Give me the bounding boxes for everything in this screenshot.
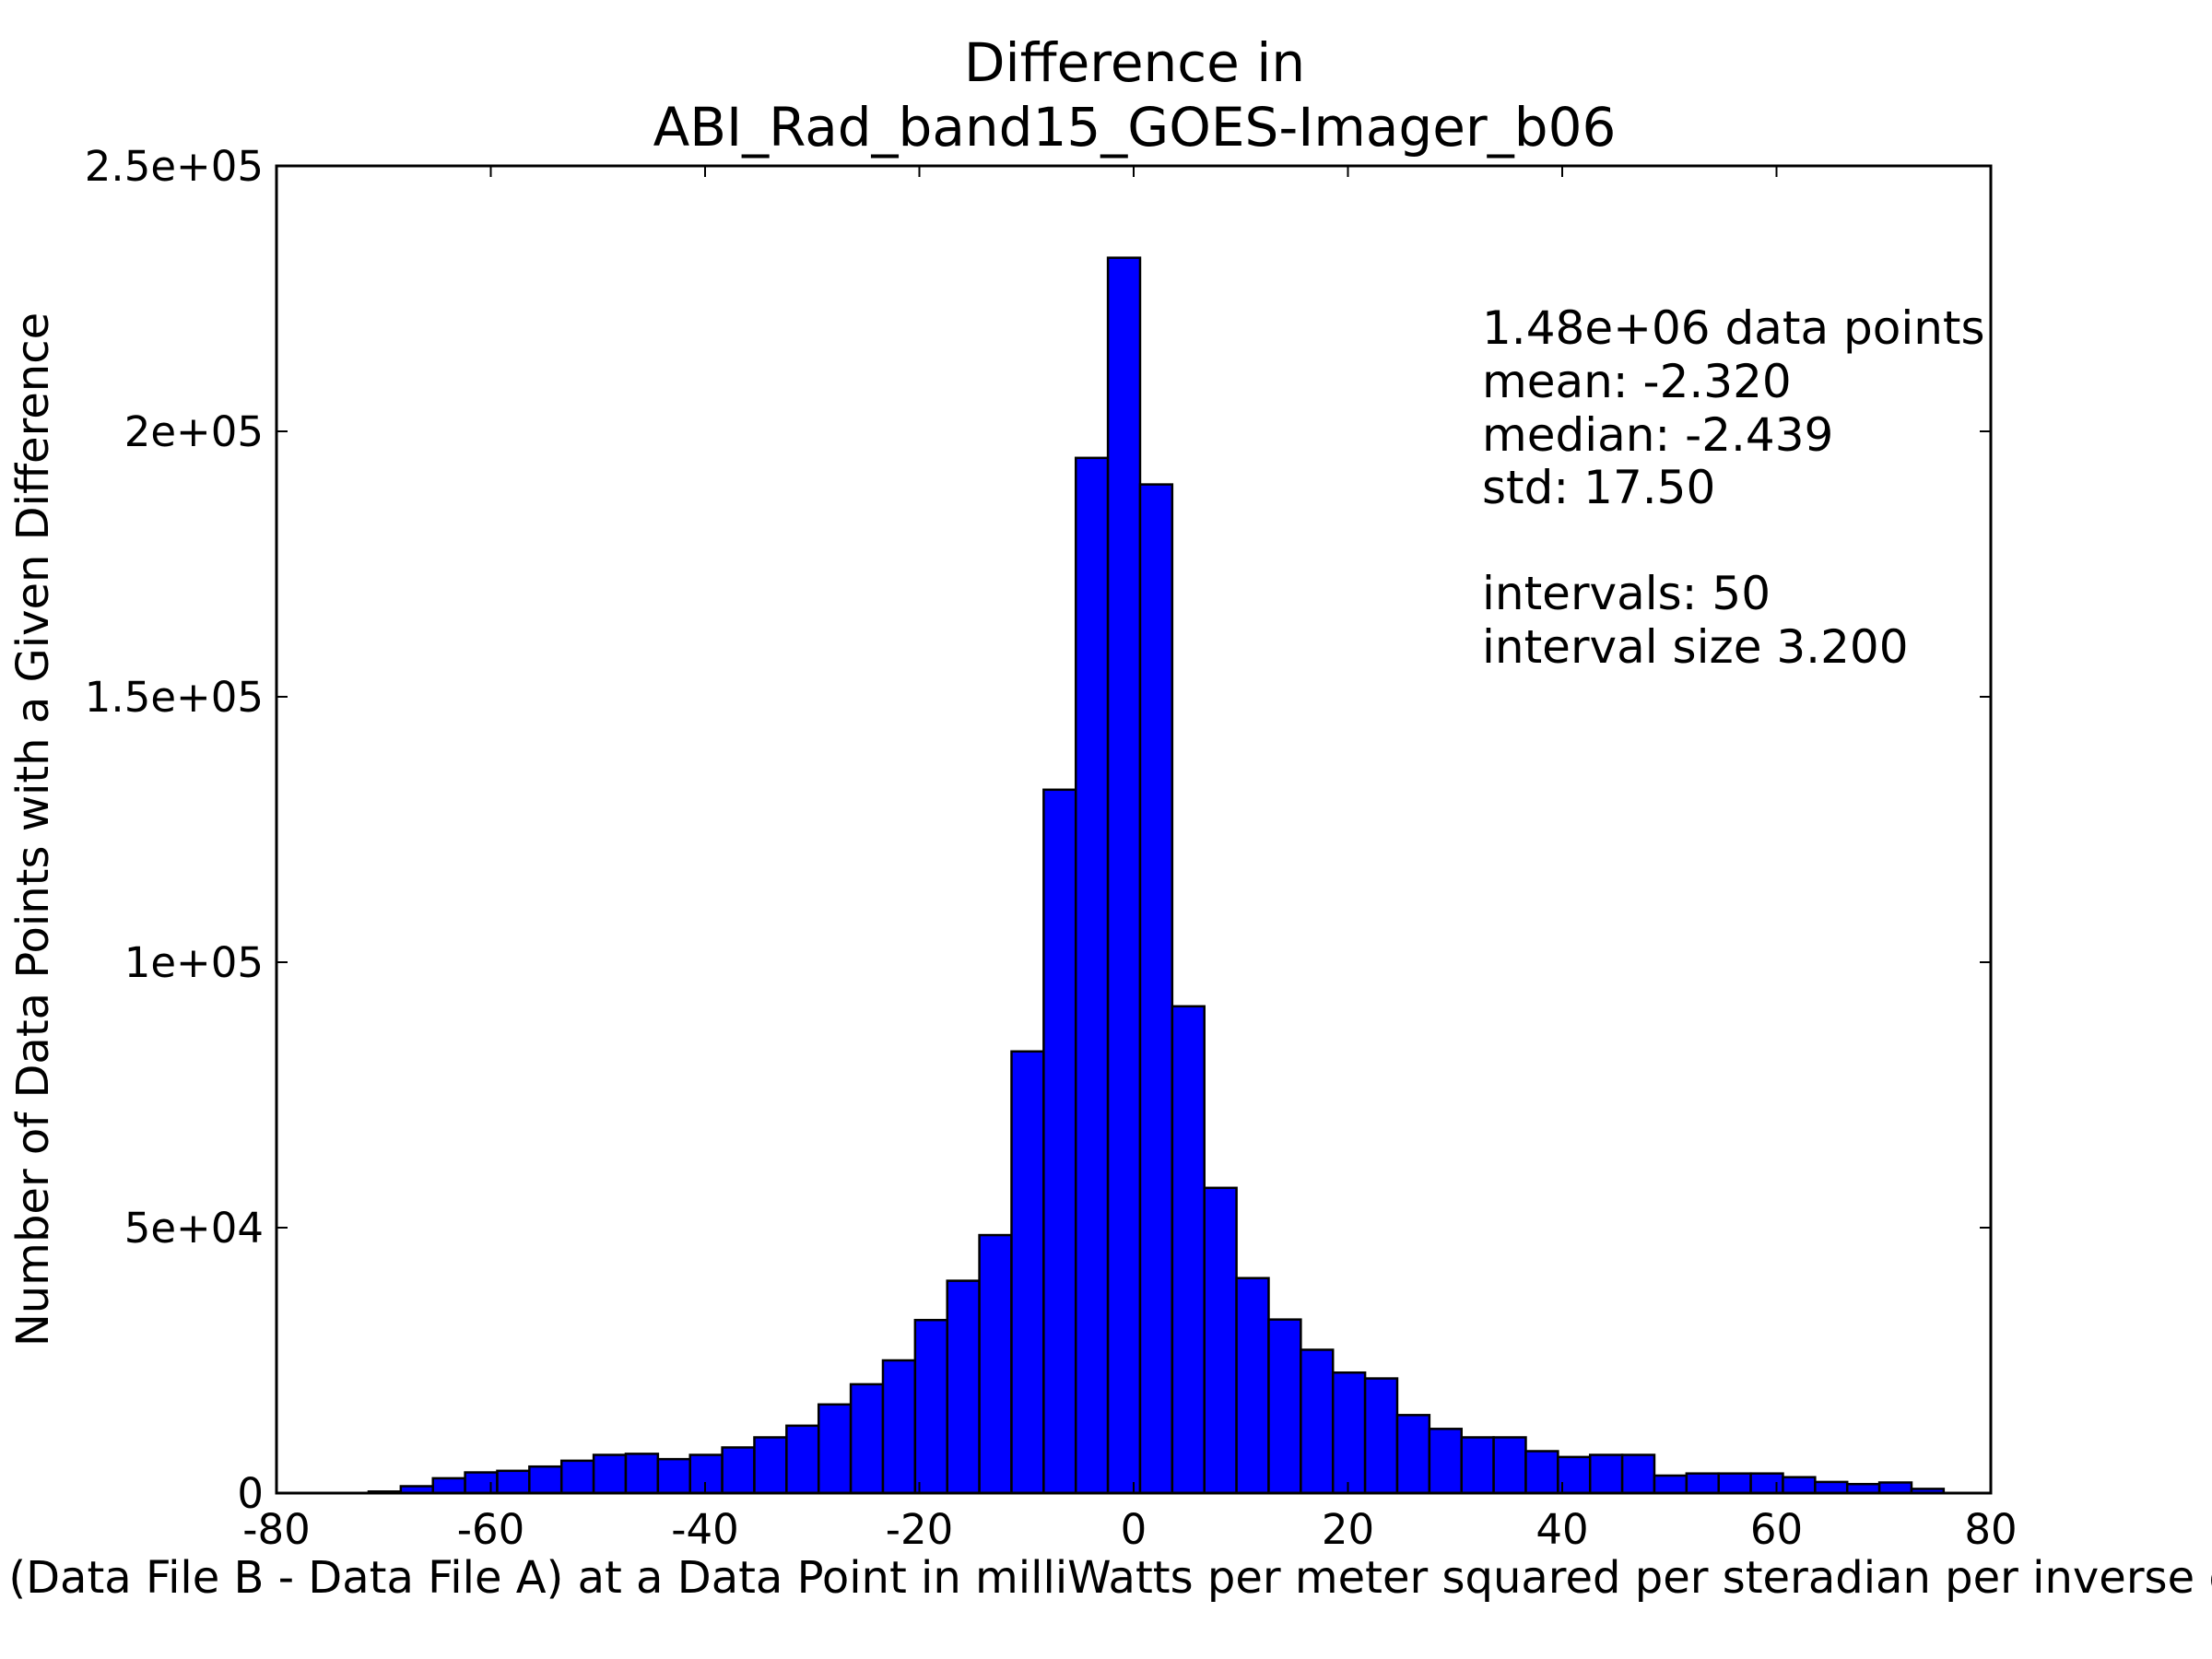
stats-count: 1.48e+06 data points [1482,301,1985,355]
histogram-bar [1524,1450,1559,1495]
histogram-bar [1428,1428,1463,1495]
histogram-bar [1460,1436,1495,1495]
histogram-bar [464,1471,499,1495]
histogram-bar [1620,1453,1656,1495]
histogram-bar [946,1279,981,1495]
histogram-bar [1138,483,1174,1495]
histogram-bar [1042,788,1077,1495]
histogram-bar [753,1436,788,1495]
histogram-bar [1814,1480,1849,1495]
histogram-bar [785,1424,820,1495]
histogram-bar [849,1382,885,1495]
histogram-bar [431,1477,466,1495]
y-tick-label: 1.5e+05 [85,673,264,722]
histogram-bars [367,256,1946,1495]
histogram-bar [1363,1377,1399,1495]
stats-std: std: 17.50 [1482,461,1715,514]
x-tick-label: 0 [1121,1505,1147,1554]
histogram-bar [1395,1414,1431,1495]
histogram-bar [817,1403,853,1495]
chart-title-line-1: Difference in [964,31,1305,94]
histogram-bar [624,1453,660,1495]
stats-intervals: intervals: 50 [1482,567,1771,620]
histogram-bar [1074,456,1110,1495]
plot-frame [275,164,1993,1495]
y-tick-label: 2.5e+05 [85,142,264,191]
x-axis-label: Value of (Data File B - Data File A) at … [0,1552,2212,1604]
stats-interval-size: interval size 3.200 [1482,620,1909,674]
x-tick-label: -80 [242,1505,311,1554]
histogram-bar [1331,1371,1367,1495]
y-axis-label: Number of Data Points with a Given Diffe… [7,312,59,1347]
x-tick-label: 40 [1535,1505,1588,1554]
chart-title-line-2: ABI_Rad_band15_GOES-Imager_b06 [653,96,1617,159]
histogram-bar [913,1318,948,1495]
y-tick-label: 5e+04 [124,1204,264,1253]
x-tick-label: -40 [671,1505,739,1554]
y-tick-labels: 0 5e+04 1e+05 1.5e+05 2e+05 2.5e+05 [85,142,264,1518]
histogram-bar [1106,256,1142,1495]
histogram-bar [1877,1481,1913,1495]
histogram-bar [1235,1277,1270,1495]
histogram-bar [881,1359,917,1495]
histogram-bar [1492,1436,1527,1495]
stats-median: median: -2.439 [1482,408,1833,462]
y-tick-label: 1e+05 [124,938,264,987]
x-tick-label: 20 [1322,1505,1374,1554]
histogram-bar [528,1465,563,1495]
histogram-bar [688,1453,724,1495]
histogram-bar [1300,1348,1335,1495]
histogram-bar [1203,1186,1238,1495]
histogram-bar [1685,1472,1720,1495]
histogram-bar [1749,1472,1784,1495]
histogram-bar [1010,1050,1045,1495]
histogram-bar [559,1459,595,1495]
x-tick-label: 60 [1750,1505,1803,1554]
histogram-bar [978,1233,1013,1495]
x-tick-label: -20 [886,1505,954,1554]
x-tick-label: -60 [457,1505,525,1554]
y-tick-label: 0 [237,1469,264,1518]
histogram-bar [1717,1472,1752,1495]
histogram-bar [1171,1005,1206,1495]
histogram-bar [721,1446,756,1495]
histogram-bar [1588,1453,1624,1495]
x-tick-labels: -80 -60 -40 -20 0 20 40 60 80 [242,1505,2017,1554]
histogram-bar [1782,1476,1817,1495]
y-tick-label: 2e+05 [124,407,264,456]
histogram-bar [496,1469,531,1495]
histogram-bar [592,1453,628,1495]
stats-annotation: 1.48e+06 data points mean: -2.320 median… [1482,301,1985,674]
x-tick-label: 80 [1964,1505,2017,1554]
histogram-bar [1267,1318,1302,1495]
stats-mean: mean: -2.320 [1482,355,1792,408]
histogram-bar [656,1457,691,1495]
histogram-bar [1653,1474,1688,1495]
